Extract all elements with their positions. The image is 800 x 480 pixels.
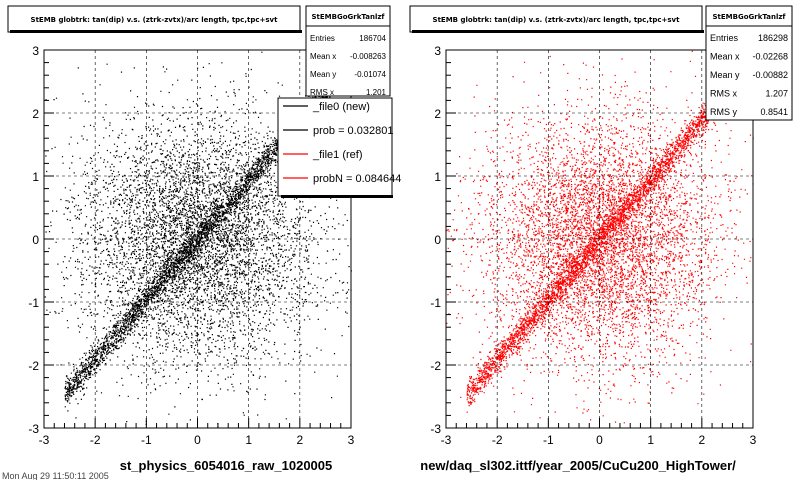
right-stats-label-4: RMS y — [710, 107, 738, 117]
left-stats-header: StEMBGoGrkTanlzf — [312, 13, 386, 21]
left-stats-value-1: -0.008263 — [350, 52, 387, 61]
left-legend-box — [277, 97, 393, 197]
right-stats-value-3: 1.207 — [765, 89, 788, 99]
right-y-tick-label-0: -3 — [430, 422, 441, 436]
left-x-tick-label-4: 1 — [245, 433, 252, 447]
right-x-tick-label-1: -2 — [492, 433, 503, 447]
left-y-tick-label-6: 3 — [32, 44, 39, 58]
right-panel: -3 -2 -1 0 1 2 3 -3 -2 -1 0 1 2 3 StEMB globtrk: tan(… — [409, 5, 793, 473]
right-x-tick-label-6: 3 — [750, 433, 757, 447]
right-x-tick-label-3: 0 — [596, 433, 603, 447]
left-stats-label-1: Mean x — [310, 52, 336, 61]
legend-label-0: _file0 (new) — [312, 101, 370, 113]
right-stats-value-0: 186298 — [758, 33, 788, 43]
left-y-tick-label-3: 0 — [32, 233, 39, 247]
left-x-tick-label-6: 3 — [348, 433, 355, 447]
right-stats-value-1: -0.02268 — [752, 52, 788, 62]
right-stats-header: StEMBGoGrkTanlzf — [713, 13, 787, 21]
right-x-tick-label-2: -1 — [543, 433, 554, 447]
left-stats-label-0: Entries — [310, 34, 335, 43]
right-stats-label-2: Mean y — [710, 70, 740, 80]
right-title-shadow — [412, 30, 704, 33]
legend-label-2: _file1 (ref) — [312, 149, 363, 161]
right-y-tick-label-1: -2 — [430, 359, 441, 373]
left-x-tick-label-5: 2 — [296, 433, 303, 447]
left-x-axis-label: st_physics_6054016_raw_1020005 — [120, 458, 333, 473]
left-stats-value-2: -0.01074 — [354, 70, 386, 79]
right-stats-label-1: Mean x — [710, 52, 740, 62]
right-x-axis-label: new/daq_sl302.ittf/year_2005/CuCu200_Hig… — [420, 458, 736, 473]
left-axis-ticks: -3 -2 -1 0 1 2 3 -3 -2 -1 0 1 2 3 — [28, 44, 354, 447]
right-y-tick-label-2: -1 — [430, 296, 441, 310]
right-title-box — [409, 5, 703, 33]
right-stats-label-0: Entries — [710, 33, 739, 43]
right-x-tick-label-5: 2 — [698, 433, 705, 447]
right-y-tick-label-6: 3 — [434, 44, 441, 58]
left-y-tick-label-0: -3 — [28, 422, 39, 436]
left-title-shadow — [10, 30, 302, 33]
left-title-box — [7, 5, 301, 33]
left-legend-entries: _file0 (new) prob = 0.032801 _file1 (ref) p… — [283, 101, 401, 185]
right-scatter-points — [446, 50, 754, 424]
right-scatter-density — [446, 50, 754, 424]
right-y-tick-label-5: 2 — [434, 107, 441, 121]
left-stats-value-3: 1.201 — [366, 88, 387, 97]
right-y-tick-label-4: 1 — [434, 170, 441, 184]
right-title: StEMB globtrk: tan(dip) v.s. (ztrk-zvtx)… — [433, 16, 681, 24]
right-stats-rows: Entries 186298 Mean x -0.02268 Mean y -0.0088… — [710, 33, 788, 117]
left-panel: -3 -2 -1 0 1 2 3 -3 -2 -1 0 1 2 3 StEMB globtrk: tan(… — [7, 5, 401, 473]
left-scatter-density — [44, 51, 352, 428]
left-scatter-points — [44, 51, 352, 428]
footer-date: Mon Aug 29 11:50:11 2005 — [2, 471, 109, 480]
left-stats-value-0: 186704 — [359, 34, 386, 43]
left-legend-shadow — [281, 195, 393, 198]
right-stats-value-4: 0.8541 — [760, 107, 788, 117]
left-x-tick-label-1: -2 — [90, 433, 101, 447]
left-title: StEMB globtrk: tan(dip) v.s. (ztrk-zvtx)… — [31, 16, 279, 24]
left-y-tick-label-2: -1 — [28, 296, 39, 310]
right-stats-label-3: RMS x — [710, 89, 738, 99]
left-y-tick-label-1: -2 — [28, 359, 39, 373]
legend-label-1: prob = 0.032801 — [313, 125, 393, 137]
left-x-tick-label-2: -1 — [141, 433, 152, 447]
left-y-tick-label-4: 1 — [32, 170, 39, 184]
left-stats-label-3: RMS x — [310, 88, 334, 97]
left-x-tick-label-0: -3 — [39, 433, 50, 447]
right-x-tick-label-0: -3 — [441, 433, 452, 447]
right-y-tick-label-3: 0 — [434, 233, 441, 247]
right-x-tick-label-4: 1 — [647, 433, 654, 447]
left-stats-rows: Entries 186704 Mean x -0.008263 Mean y -0.010… — [310, 34, 387, 97]
left-stats-box — [305, 5, 391, 97]
right-axis-ticks: -3 -2 -1 0 1 2 3 -3 -2 -1 0 1 2 3 — [430, 44, 756, 447]
right-grid — [446, 50, 753, 428]
right-stats-value-2: -0.00882 — [752, 70, 788, 80]
left-x-tick-label-3: 0 — [194, 433, 201, 447]
legend-label-3: probN = 0.084644 — [313, 173, 401, 185]
left-stats-label-2: Mean y — [310, 70, 336, 79]
right-stats-box — [705, 5, 793, 121]
left-y-tick-label-5: 2 — [32, 107, 39, 121]
